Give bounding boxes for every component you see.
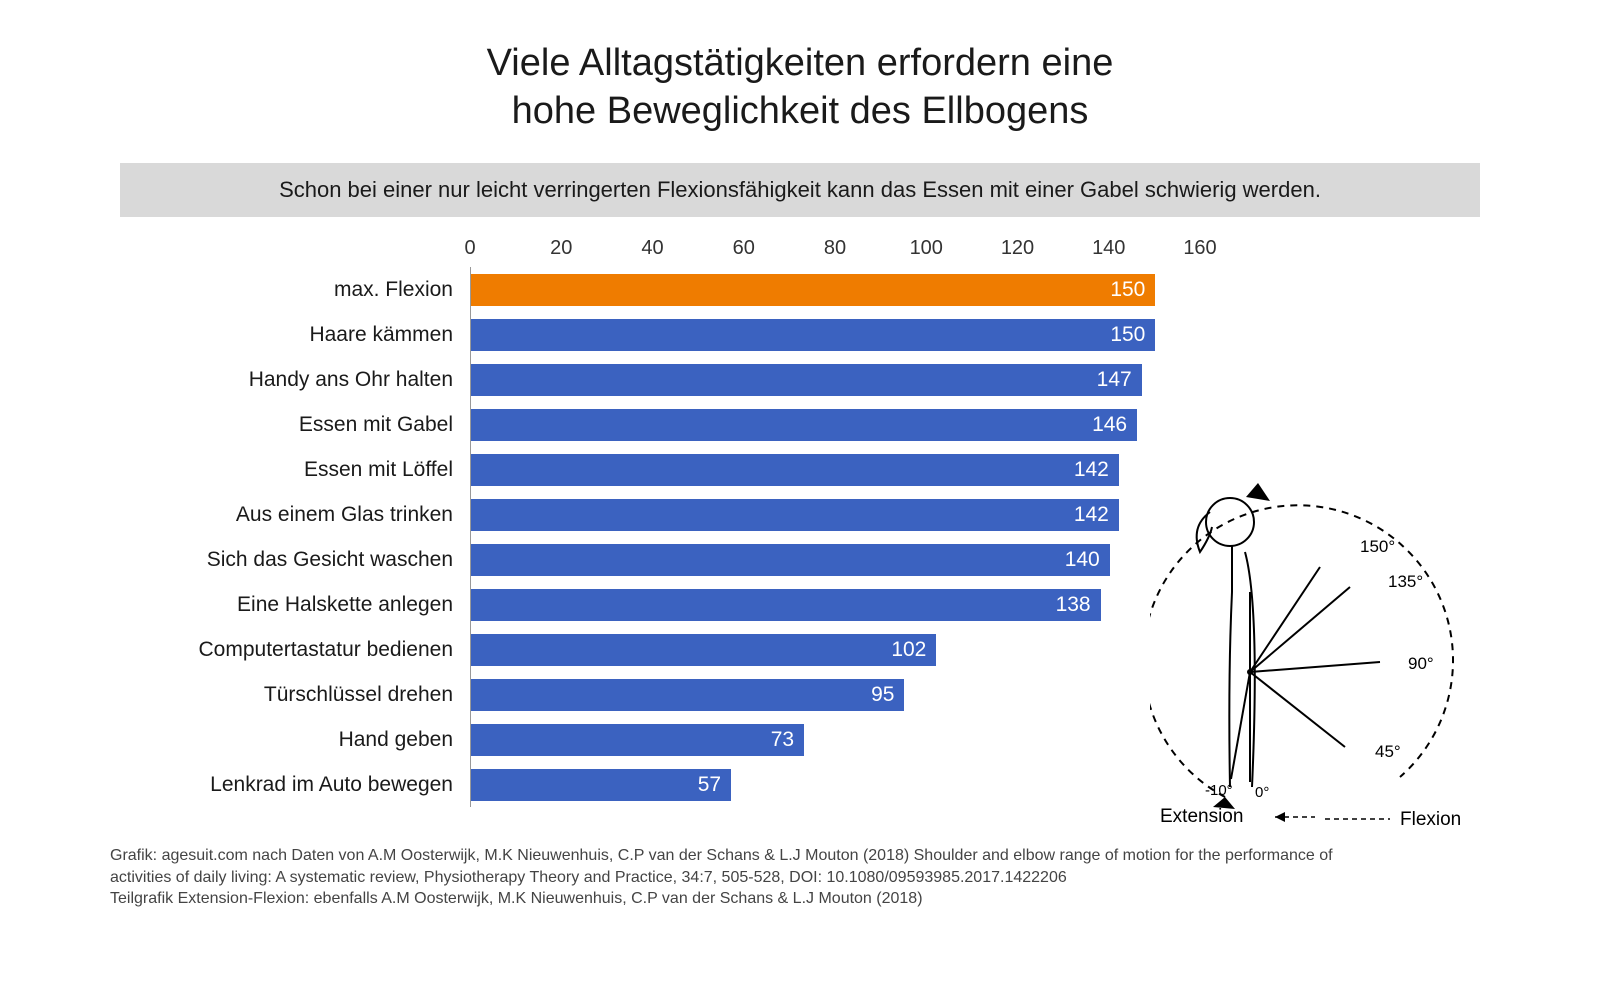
plot-area: max. Flexion150Haare kämmen150Handy ans …	[470, 267, 1200, 807]
bar-row: Essen mit Gabel146	[471, 402, 1200, 447]
bar: 140	[471, 544, 1110, 576]
title-line-1: Viele Alltagstätigkeiten erfordern eine	[487, 42, 1114, 84]
bar-row: Haare kämmen150	[471, 312, 1200, 357]
bar-row: Essen mit Löffel142	[471, 447, 1200, 492]
bar-label: Essen mit Gabel	[131, 413, 471, 437]
x-axis-tick: 80	[824, 237, 846, 260]
bar-label: Türschlüssel drehen	[131, 683, 471, 707]
x-axis-tick: 100	[910, 237, 943, 260]
bar: 142	[471, 454, 1119, 486]
subtitle-bar: Schon bei einer nur leicht verringerten …	[120, 163, 1480, 217]
x-axis-tick: 120	[1001, 237, 1034, 260]
bar-row: Türschlüssel drehen95	[471, 672, 1200, 717]
x-axis-tick: 160	[1183, 237, 1216, 260]
credits-line-3: Teilgrafik Extension-Flexion: ebenfalls …	[110, 888, 1490, 910]
bar-label: Lenkrad im Auto bewegen	[131, 773, 471, 797]
bar: 73	[471, 724, 804, 756]
x-axis-tick: 60	[733, 237, 755, 260]
bar-row: Aus einem Glas trinken142	[471, 492, 1200, 537]
credits: Grafik: agesuit.com nach Daten von A.M O…	[110, 845, 1490, 910]
bar: 150	[471, 319, 1155, 351]
x-axis-tick: 20	[550, 237, 572, 260]
bar-label: Computertastatur bedienen	[131, 638, 471, 662]
bar-row: Handy ans Ohr halten147	[471, 357, 1200, 402]
bar-label: Handy ans Ohr halten	[131, 368, 471, 392]
chart-container: 020406080100120140160 max. Flexion150Haa…	[120, 237, 1480, 807]
bar-row: Sich das Gesicht waschen140	[471, 537, 1200, 582]
flexion-label: Flexion	[1400, 809, 1461, 830]
bar: 150	[471, 274, 1155, 306]
bar: 138	[471, 589, 1101, 621]
ext-arrowhead	[1275, 812, 1285, 822]
bar: 147	[471, 364, 1142, 396]
page-title: Viele Alltagstätigkeiten erfordern eine …	[90, 40, 1510, 135]
bar: 102	[471, 634, 936, 666]
extension-label: Extension	[1160, 806, 1243, 827]
bar-label: Hand geben	[131, 728, 471, 752]
bar-row: Lenkrad im Auto bewegen57	[471, 762, 1200, 807]
bar: 95	[471, 679, 904, 711]
bar-label: Aus einem Glas trinken	[131, 503, 471, 527]
bar-row: Eine Halskette anlegen138	[471, 582, 1200, 627]
bar: 146	[471, 409, 1137, 441]
bar: 142	[471, 499, 1119, 531]
subtitle-text: Schon bei einer nur leicht verringerten …	[279, 177, 1321, 202]
bar-label: Haare kämmen	[131, 323, 471, 347]
credits-line-2: activities of daily living: A systematic…	[110, 867, 1490, 889]
x-axis-tick: 0	[464, 237, 475, 260]
credits-line-1: Grafik: agesuit.com nach Daten von A.M O…	[110, 845, 1490, 867]
bar-row: Computertastatur bedienen102	[471, 627, 1200, 672]
x-axis-tick: 40	[641, 237, 663, 260]
title-line-2: hohe Beweglichkeit des Ellbogens	[512, 90, 1089, 132]
bar-row: Hand geben73	[471, 717, 1200, 762]
x-axis: 020406080100120140160	[470, 237, 1200, 267]
bar-row: max. Flexion150	[471, 267, 1200, 312]
bar-chart: 020406080100120140160 max. Flexion150Haa…	[120, 237, 1480, 807]
bar-label: Eine Halskette anlegen	[131, 593, 471, 617]
bar: 57	[471, 769, 731, 801]
bar-label: Essen mit Löffel	[131, 458, 471, 482]
bar-label: Sich das Gesicht waschen	[131, 548, 471, 572]
x-axis-tick: 140	[1092, 237, 1125, 260]
bar-label: max. Flexion	[131, 278, 471, 302]
